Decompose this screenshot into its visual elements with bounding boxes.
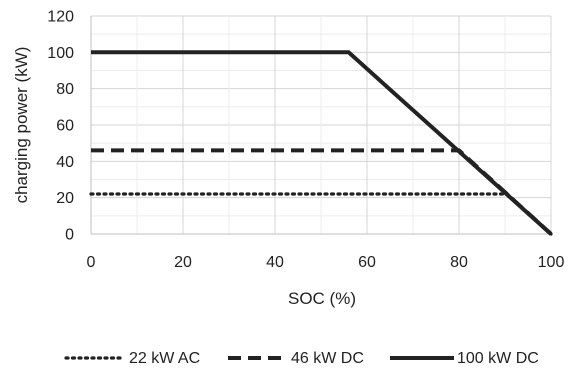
x-tick-label: 80 bbox=[450, 254, 468, 271]
x-tick-label: 60 bbox=[358, 254, 376, 271]
y-tick-label: 60 bbox=[56, 118, 74, 135]
y-tick-label: 40 bbox=[56, 154, 74, 171]
tick-labels: 0 20 40 60 80 100 120 0 20 40 60 80 100 bbox=[47, 9, 564, 272]
y-tick-label: 0 bbox=[65, 227, 74, 244]
grid-lines bbox=[90, 15, 552, 235]
x-tick-label: 0 bbox=[87, 254, 96, 271]
y-tick-label: 100 bbox=[47, 45, 74, 62]
legend-label: 100 kW DC bbox=[457, 350, 539, 367]
series-line-100-kw-dc bbox=[91, 50, 553, 236]
y-tick-label: 20 bbox=[56, 190, 74, 207]
x-tick-label: 40 bbox=[266, 254, 284, 271]
y-axis-title: charging power (kW) bbox=[12, 47, 31, 204]
x-tick-label: 20 bbox=[174, 254, 192, 271]
legend-label: 22 kW AC bbox=[129, 350, 200, 367]
y-tick-label: 80 bbox=[56, 81, 74, 98]
x-axis-title: SOC (%) bbox=[288, 289, 356, 308]
x-tick-label: 100 bbox=[538, 254, 565, 271]
y-tick-label: 120 bbox=[47, 9, 74, 26]
legend-label: 46 kW DC bbox=[291, 350, 364, 367]
series-lines bbox=[89, 50, 553, 236]
legend: 22 kW AC 46 kW DC 100 kW DC bbox=[64, 350, 539, 367]
